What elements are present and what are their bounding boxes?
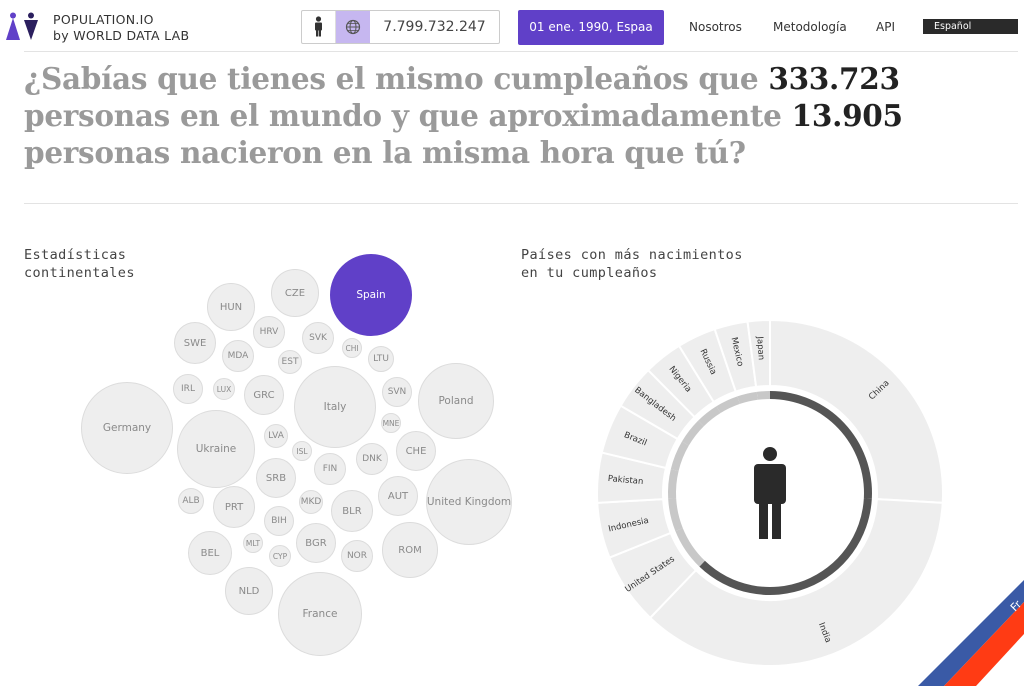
country-bubble[interactable]: DNK: [356, 443, 388, 475]
country-bubble[interactable]: MNE: [381, 413, 401, 433]
birthday-headline: ¿Sabías que tienes el mismo cumpleaños q…: [24, 60, 1024, 171]
country-bubble[interactable]: Poland: [418, 363, 494, 439]
birthday-button[interactable]: 01 ene. 1990, Espaa: [518, 10, 664, 45]
nav-about[interactable]: Nosotros: [689, 20, 742, 34]
country-bubble[interactable]: FIN: [314, 453, 346, 485]
country-bubble[interactable]: NOR: [341, 540, 373, 572]
corner-ribbon[interactable]: Fr: [912, 576, 1024, 686]
donut-inner-ring-segment: [716, 396, 740, 414]
country-bubble[interactable]: SRB: [256, 458, 296, 498]
headline-text-2: personas en el mundo y que aproximadamen…: [24, 98, 792, 133]
same-birthday-count: 333.723: [768, 61, 900, 96]
country-bubble[interactable]: HRV: [253, 316, 285, 348]
country-bubble[interactable]: Germany: [81, 382, 173, 474]
population-counter: 7.799.732.247: [301, 10, 500, 44]
top-countries-title: Países con más nacimientos en tu cumplea…: [521, 247, 743, 281]
person-toggle[interactable]: [302, 11, 336, 43]
country-bubble[interactable]: SVN: [382, 377, 412, 407]
donut-inner-ring-segment: [756, 391, 770, 400]
continental-stats-title: Estadísticas continentales: [24, 247, 135, 281]
country-bubble[interactable]: BGR: [296, 523, 336, 563]
donut-inner-ring-segment: [699, 498, 872, 595]
donut-slice[interactable]: [769, 318, 944, 504]
nav-api[interactable]: API: [876, 20, 895, 34]
world-population-value: 7.799.732.247: [383, 19, 486, 35]
country-bubble[interactable]: AUT: [378, 476, 418, 516]
person-icon: [315, 16, 322, 37]
country-bubble[interactable]: NLD: [225, 567, 273, 615]
globe-toggle[interactable]: [336, 11, 370, 43]
country-bubble[interactable]: CYP: [269, 545, 291, 567]
country-bubble[interactable]: ISL: [292, 441, 312, 461]
brand-name[interactable]: POPULATION.IO by WORLD DATA LAB: [53, 12, 189, 44]
country-bubble[interactable]: CHE: [396, 431, 436, 471]
country-bubble[interactable]: LUX: [213, 378, 235, 400]
same-hour-count: 13.905: [791, 98, 903, 133]
country-bubble[interactable]: BIH: [264, 506, 294, 536]
population-io-logo-icon[interactable]: [4, 12, 44, 42]
country-bubble[interactable]: CZE: [271, 269, 319, 317]
globe-icon: [345, 19, 361, 35]
donut-inner-ring-segment: [737, 391, 758, 404]
donut-inner-ring-segment: [668, 469, 679, 499]
country-bubble[interactable]: United Kingdom: [426, 459, 512, 545]
donut-inner-ring-segment: [668, 498, 683, 532]
headline-text-3: personas nacieron en la misma hora que t…: [24, 135, 746, 170]
country-bubble[interactable]: LVA: [264, 424, 288, 448]
donut-slice-label: Japan: [754, 335, 766, 360]
nav-methodology[interactable]: Metodología: [773, 20, 847, 34]
country-bubble[interactable]: ROM: [382, 522, 438, 578]
country-bubble[interactable]: France: [278, 572, 362, 656]
country-bubble[interactable]: Spain: [330, 254, 412, 336]
headline-text-1: ¿Sabías que tienes el mismo cumpleaños q…: [24, 61, 769, 96]
donut-inner-ring-segment: [770, 391, 872, 499]
person-icon: [754, 447, 786, 539]
donut-slice[interactable]: [648, 498, 944, 667]
country-bubble[interactable]: SWE: [174, 322, 216, 364]
donut-inner-ring-segment: [681, 420, 704, 446]
country-bubble[interactable]: PRT: [213, 486, 255, 528]
country-bubble[interactable]: MLT: [243, 533, 263, 553]
country-bubble[interactable]: Ukraine: [177, 410, 255, 488]
country-bubble[interactable]: MKD: [299, 490, 323, 514]
country-bubble[interactable]: ALB: [178, 488, 204, 514]
country-bubble[interactable]: LTU: [368, 346, 394, 372]
donut-slice-label: Pakistan: [607, 474, 643, 487]
country-bubble[interactable]: BEL: [188, 531, 232, 575]
language-select[interactable]: Español: [923, 19, 1018, 34]
country-bubble[interactable]: HUN: [207, 283, 255, 331]
country-bubble[interactable]: IRL: [173, 374, 203, 404]
brand-title: POPULATION.IO: [53, 12, 154, 27]
donut-inner-ring-segment: [670, 441, 689, 472]
brand-subtitle: by WORLD DATA LAB: [53, 28, 190, 43]
donut-inner-ring-segment: [675, 528, 705, 567]
country-bubble[interactable]: GRC: [244, 375, 284, 415]
country-bubble[interactable]: EST: [278, 350, 302, 374]
country-bubble[interactable]: BLR: [331, 490, 373, 532]
header-divider: [24, 51, 1018, 52]
donut-inner-ring-segment: [698, 406, 721, 427]
country-bubble[interactable]: CHI: [342, 338, 362, 358]
country-bubble[interactable]: MDA: [222, 340, 254, 372]
section-divider: [24, 203, 1018, 204]
country-bubble[interactable]: SVK: [302, 322, 334, 354]
country-bubble[interactable]: Italy: [294, 366, 376, 448]
donut-slice[interactable]: [746, 318, 771, 389]
